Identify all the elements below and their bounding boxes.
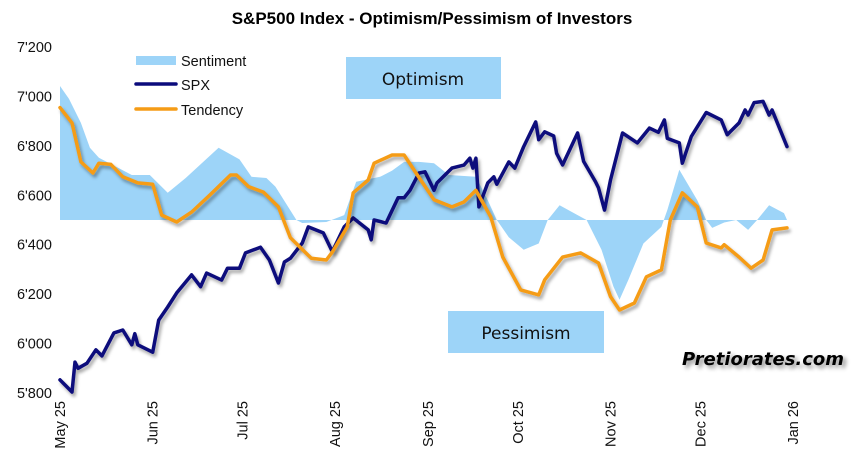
x-tick-label: Dec 25 xyxy=(693,401,709,447)
optimism-annotation: Optimism xyxy=(382,70,464,90)
plot-area xyxy=(58,86,789,394)
legend-label-sentiment: Sentiment xyxy=(181,54,246,70)
x-tick-label: Jun 25 xyxy=(146,401,162,445)
legend: Sentiment SPX Tendency xyxy=(134,54,246,119)
chart-title: S&P500 Index - Optimism/Pessimism of Inv… xyxy=(232,9,633,28)
x-tick-label: Jan 26 xyxy=(786,401,802,445)
spx-line xyxy=(58,99,789,394)
x-axis: May 25 Jun 25 Jul 25 Aug 25 Sep 25 Oct 25 Nov … xyxy=(53,401,802,449)
legend-label-spx: SPX xyxy=(181,78,210,94)
x-tick-label: Oct 25 xyxy=(511,401,527,444)
pessimism-annotation-box xyxy=(448,311,604,353)
optimism-annotation-box xyxy=(346,57,501,99)
y-tick-label: 6'400 xyxy=(17,238,52,254)
legend-label-tendency: Tendency xyxy=(181,103,244,119)
legend-swatch-sentiment xyxy=(136,56,176,65)
x-tick-label: Sep 25 xyxy=(421,401,437,447)
y-tick-label: 6'000 xyxy=(17,337,52,353)
y-tick-label: 7'000 xyxy=(17,89,52,105)
watermark: Pretiorates.com xyxy=(682,349,844,370)
y-tick-label: 6'600 xyxy=(17,188,52,204)
y-tick-label: 7'200 xyxy=(17,40,52,56)
y-tick-label: 5'800 xyxy=(17,386,52,402)
sentiment-area xyxy=(60,86,788,300)
x-tick-label: Jul 25 xyxy=(236,401,252,440)
x-tick-label: Nov 25 xyxy=(603,401,619,447)
y-tick-label: 6'200 xyxy=(17,287,52,303)
tendency-line xyxy=(58,105,789,312)
x-tick-label: May 25 xyxy=(53,401,69,449)
pessimism-annotation: Pessimism xyxy=(481,324,570,344)
y-axis: 5'800 6'000 6'200 6'400 6'600 6'800 7'000 7'200 xyxy=(17,40,52,402)
x-tick-label: Aug 25 xyxy=(328,401,344,447)
y-tick-label: 6'800 xyxy=(17,139,52,155)
